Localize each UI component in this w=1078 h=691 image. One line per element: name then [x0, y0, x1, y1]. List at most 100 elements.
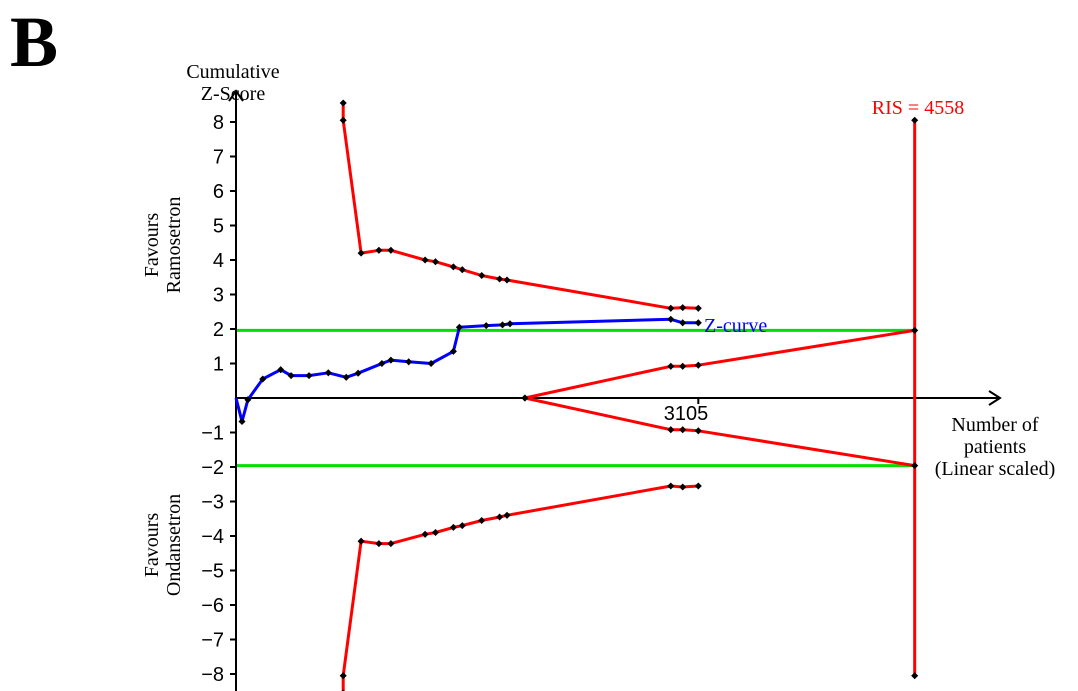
boundary-point [911, 462, 919, 470]
favours-bottom-line2: Ondansetron [163, 494, 185, 596]
boundary-point [387, 246, 395, 254]
z-curve-point [277, 366, 285, 374]
boundary-point [449, 523, 457, 531]
series-markers [238, 99, 919, 691]
boundary-point [431, 258, 440, 266]
z-curve-point [287, 372, 295, 380]
boundary-point [421, 530, 429, 538]
boundary-point [694, 361, 702, 369]
z-curve-point [427, 359, 435, 368]
boundary-point [679, 362, 687, 370]
z-curve-point [238, 417, 246, 426]
x-axis-arrowhead [988, 390, 1002, 406]
boundary-line-1 [341, 103, 699, 310]
z-curve-point [482, 322, 490, 330]
boundary-point [357, 249, 365, 257]
y-tick-label: −7 [201, 630, 224, 652]
y-axis-title-line2: Z-Score [201, 83, 266, 105]
boundary-point [478, 271, 486, 280]
boundary-point [694, 482, 702, 490]
z-curve-point [506, 320, 514, 328]
y-tick-label: −2 [201, 457, 224, 479]
z-curve-point [667, 315, 675, 323]
favours-bottom-group: Favours Ondansetron [141, 494, 185, 596]
y-tick-label: −5 [201, 561, 224, 583]
boundary-point [458, 522, 466, 530]
boundary-point [679, 426, 687, 434]
z-curve-point [449, 347, 457, 355]
y-tick-label: 7 [213, 147, 224, 169]
boundary-point [521, 394, 529, 402]
boundary-point [694, 304, 702, 312]
z-curve-label: Z-curve [704, 315, 767, 337]
z-curve-point [694, 319, 702, 327]
favours-top-line2: Ramosetron [163, 197, 185, 294]
y-tick-label: −8 [201, 664, 224, 686]
favours-bottom-line1: Favours [141, 513, 163, 578]
boundary-line-3 [524, 328, 915, 400]
z-curve-point [378, 359, 386, 368]
z-curve-line [234, 317, 699, 423]
y-tick-label: 3 [213, 285, 224, 307]
boundary-point [503, 276, 511, 284]
boundary-point [431, 528, 440, 537]
x-tick-label: 3105 [664, 403, 709, 425]
x-axis-title-line1: Number of [951, 414, 1039, 436]
boundary-point [503, 511, 511, 519]
boundary-point [375, 540, 383, 548]
panel-letter: B [10, 2, 58, 82]
boundary-point [339, 99, 347, 107]
ris-label: RIS = 4558 [872, 97, 964, 119]
boundary-line-2 [341, 484, 699, 691]
boundary-point [667, 362, 675, 370]
z-curve-point [259, 375, 267, 383]
z-curve-point [455, 323, 463, 331]
ris-end-point [911, 116, 919, 124]
z-curve-point [342, 373, 350, 381]
z-curve-point [405, 358, 413, 366]
boundary-point [339, 116, 347, 124]
boundary-point [496, 275, 504, 283]
y-tick-label: 2 [213, 319, 224, 341]
z-curve-point [324, 369, 332, 377]
x-axis-title-line3: (Linear scaled) [935, 458, 1055, 480]
z-curve-point [387, 356, 395, 364]
boundary-point [667, 304, 675, 312]
boundary-point [387, 540, 395, 548]
boundary-point [421, 256, 429, 264]
boundary-point [496, 513, 504, 521]
y-tick-label: 6 [213, 181, 224, 203]
ris-end-point [911, 672, 919, 680]
y-tick-labels: 8 7 6 5 4 3 2 1 −1 −2 −3 −4 −5 −6 −7 −8 [201, 112, 224, 686]
y-tick-label: −6 [201, 595, 224, 617]
axes [228, 89, 1002, 691]
z-curve-point [305, 372, 313, 380]
boundary-point [679, 304, 687, 312]
boundary-point [478, 516, 486, 525]
conventional-boundaries [236, 328, 915, 468]
boundary-point [375, 246, 383, 254]
boundary-point [911, 326, 919, 334]
z-curve-point [679, 319, 687, 327]
boundary-point [679, 483, 687, 491]
boundary-line-4 [524, 396, 915, 468]
boundary-point [694, 427, 702, 435]
y-tick-label: 1 [213, 354, 224, 376]
boundary-point [449, 263, 457, 271]
y-axis-arrowhead [228, 89, 244, 102]
y-tick-label: 5 [213, 216, 224, 238]
z-curve-point [354, 369, 362, 377]
y-tick-label: 4 [213, 250, 224, 272]
favours-top-group: Favours Ramosetron [141, 197, 185, 294]
z-curve-point [244, 396, 252, 404]
y-tick-label: −3 [201, 492, 224, 514]
boundary-point [339, 672, 347, 680]
x-axis-title-line2: patients [964, 436, 1026, 458]
boundary-point [667, 426, 675, 434]
y-tick-label: −4 [201, 526, 224, 548]
boundary-point [357, 537, 365, 545]
y-tick-label: −1 [201, 423, 224, 445]
y-axis-title-line1: Cumulative [186, 61, 279, 83]
z-curve-point [498, 321, 507, 329]
